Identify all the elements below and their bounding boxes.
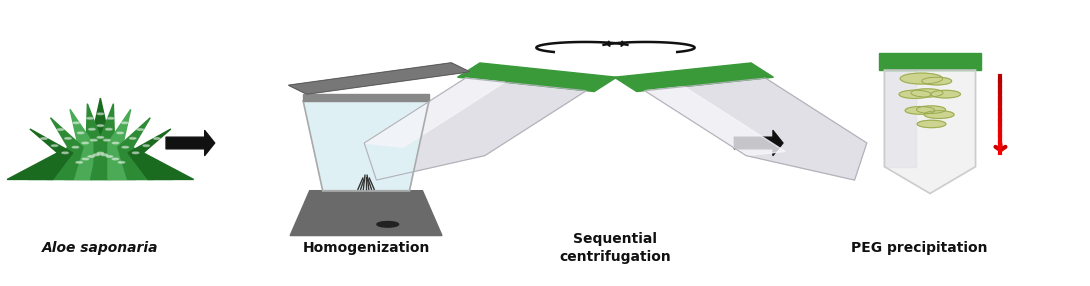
Circle shape — [922, 77, 952, 85]
Circle shape — [117, 132, 123, 134]
Polygon shape — [458, 63, 617, 92]
Polygon shape — [884, 70, 917, 167]
Circle shape — [97, 152, 104, 154]
Polygon shape — [364, 78, 505, 147]
Circle shape — [73, 122, 80, 124]
Circle shape — [88, 128, 95, 130]
Polygon shape — [645, 78, 867, 180]
Polygon shape — [303, 101, 429, 191]
Circle shape — [94, 154, 99, 156]
Circle shape — [76, 162, 83, 163]
Text: Aloe saponaria: Aloe saponaria — [43, 241, 159, 255]
Circle shape — [112, 142, 119, 144]
Circle shape — [137, 129, 144, 130]
Circle shape — [82, 158, 88, 160]
Circle shape — [97, 136, 104, 138]
Circle shape — [62, 152, 69, 154]
Circle shape — [97, 113, 104, 115]
Polygon shape — [364, 78, 586, 180]
Text: PEG precipitation: PEG precipitation — [851, 241, 988, 255]
Circle shape — [911, 89, 943, 97]
Circle shape — [88, 156, 95, 157]
Text: Sequential
centrifugation: Sequential centrifugation — [559, 232, 671, 264]
Polygon shape — [879, 53, 981, 70]
Polygon shape — [27, 118, 83, 179]
Polygon shape — [8, 129, 73, 179]
Polygon shape — [128, 129, 194, 179]
Polygon shape — [118, 118, 173, 179]
Circle shape — [112, 158, 119, 160]
Circle shape — [119, 162, 124, 163]
Circle shape — [57, 129, 63, 130]
Polygon shape — [90, 104, 136, 179]
Polygon shape — [303, 94, 429, 101]
Circle shape — [72, 146, 78, 148]
Circle shape — [924, 111, 954, 118]
Circle shape — [905, 107, 935, 114]
Circle shape — [121, 122, 128, 124]
Circle shape — [87, 118, 94, 119]
Text: Homogenization: Homogenization — [302, 241, 429, 255]
Circle shape — [900, 73, 943, 84]
Circle shape — [917, 120, 946, 128]
Circle shape — [377, 222, 399, 227]
Polygon shape — [47, 109, 93, 179]
Circle shape — [77, 132, 84, 134]
Circle shape — [64, 138, 71, 139]
Circle shape — [122, 146, 129, 148]
Circle shape — [40, 138, 47, 139]
Circle shape — [101, 154, 108, 156]
Circle shape — [154, 138, 160, 139]
Circle shape — [82, 142, 88, 144]
Circle shape — [931, 90, 960, 98]
Circle shape — [90, 139, 97, 141]
Circle shape — [97, 125, 104, 126]
Polygon shape — [615, 63, 774, 92]
Polygon shape — [645, 87, 786, 156]
Polygon shape — [289, 63, 470, 94]
Polygon shape — [64, 104, 110, 179]
Circle shape — [106, 156, 112, 157]
Circle shape — [106, 128, 112, 130]
Circle shape — [143, 145, 149, 146]
Polygon shape — [290, 191, 441, 236]
Circle shape — [108, 118, 114, 119]
Circle shape — [104, 139, 110, 141]
Polygon shape — [74, 98, 126, 179]
Circle shape — [917, 106, 945, 114]
Circle shape — [132, 152, 138, 154]
Polygon shape — [884, 70, 976, 194]
Circle shape — [51, 145, 58, 146]
Circle shape — [130, 138, 136, 139]
Circle shape — [899, 90, 931, 98]
Polygon shape — [108, 109, 154, 179]
